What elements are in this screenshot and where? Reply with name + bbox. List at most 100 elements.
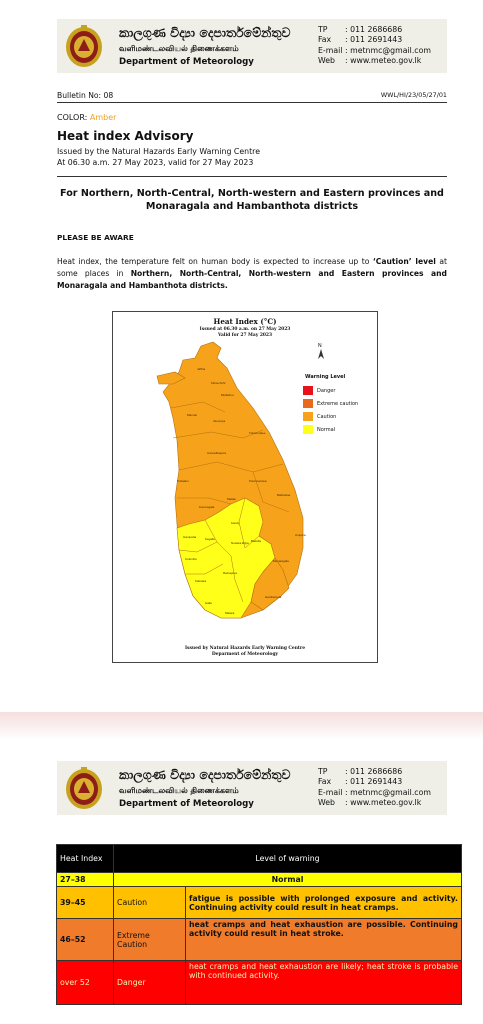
contact-key: E-mail bbox=[318, 787, 343, 797]
contact-key: Fax bbox=[318, 35, 332, 45]
bulletin-row: Bulletin No: 08 WWL/HI/23/05/27/01 bbox=[57, 91, 447, 103]
department-name-tamil: வளிமண்டலவியல் திணைக்களம் bbox=[119, 44, 239, 53]
sri-lanka-map: Jaffna Kilinochchi Mullaitivu Mannar Vav… bbox=[156, 341, 306, 619]
legend-title: Warning Level bbox=[305, 374, 346, 380]
legend-item: Normal bbox=[303, 423, 358, 436]
description-cell: heat cramps and heat exhaustion are like… bbox=[185, 960, 462, 1005]
legend-label: Normal bbox=[317, 426, 336, 433]
divider bbox=[57, 176, 447, 177]
contact-block: TP : 011 2686686 Fax : 011 2691443 E-mail:… bbox=[318, 25, 431, 67]
para-areas: Northern, North-Central, North-western a… bbox=[57, 269, 447, 290]
contact-key: TP bbox=[318, 25, 328, 34]
level-cell: Caution bbox=[113, 886, 186, 919]
district-label: Ratnapura bbox=[223, 571, 237, 575]
sri-lanka-emblem-icon bbox=[66, 25, 102, 67]
legend-swatch bbox=[303, 425, 313, 434]
department-name-sinhala: කාලගුණ විද්‍යා දෙපාර්තමේන්තුව bbox=[119, 25, 291, 40]
table-row: over 52 Danger heat cramps and heat exha… bbox=[56, 960, 462, 1005]
table-row: 46–52 Extreme Caution heat cramps and he… bbox=[56, 918, 462, 961]
contact-block: TP : 011 2686686 Fax : 011 2691443 E-mail:… bbox=[318, 767, 431, 809]
district-label: Puttalam bbox=[177, 479, 189, 483]
issue-time: At 06.30 a.m. 27 May 2023, valid for 27 … bbox=[57, 158, 254, 167]
contact-row: TP : 011 2686686 bbox=[318, 767, 431, 777]
department-name-sinhala: කාලගුණ විද්‍යා දෙපාර්තමේන්තුව bbox=[119, 767, 291, 782]
district-label: Ampara bbox=[295, 533, 306, 537]
color-line: COLOR: Amber bbox=[57, 113, 116, 122]
contact-row: Web: www.meteo.gov.lk bbox=[318, 798, 431, 808]
issued-by: Issued by the Natural Hazards Early Warn… bbox=[57, 147, 260, 156]
bulletin-code: WWL/HI/23/05/27/01 bbox=[380, 91, 447, 99]
district-label: Galle bbox=[205, 601, 212, 605]
provinces-line: For Northern, North-Central, North-weste… bbox=[60, 188, 444, 199]
advisory-title: Heat index Advisory bbox=[57, 129, 194, 143]
contact-value: : 011 2686686 bbox=[345, 767, 403, 776]
district-label: Badulla bbox=[251, 539, 261, 543]
contact-key: Web bbox=[318, 56, 335, 66]
contact-row: Fax : 011 2691443 bbox=[318, 35, 431, 45]
contact-key: E-mail bbox=[318, 45, 343, 55]
range-cell: 27–38 bbox=[56, 872, 114, 887]
contact-value: : metnmc@gmail.com bbox=[345, 45, 431, 55]
department-name-tamil: வளிமண்டலவியல் திணைக்களம் bbox=[119, 786, 239, 795]
legend-swatch bbox=[303, 399, 313, 408]
district-label: Kalutara bbox=[195, 579, 207, 583]
north-arrow-icon: N bbox=[318, 343, 324, 359]
district-label: Polonnaruwa bbox=[249, 479, 267, 483]
district-label: Kandy bbox=[231, 521, 240, 525]
normal-area bbox=[176, 497, 276, 619]
contact-row: E-mail: metnmc@gmail.com bbox=[318, 788, 431, 798]
color-value: Amber bbox=[89, 113, 117, 122]
para-caution: ‘Caution’ level bbox=[372, 257, 436, 266]
contact-value: : www.meteo.gov.lk bbox=[345, 56, 422, 66]
heat-index-map: Heat Index (°C) Issued at 06.30 a.m. on … bbox=[112, 311, 378, 663]
letterhead: කාලගුණ විද්‍යා දෙපාර්තමේන්තුව வளிமண்டலவி… bbox=[57, 19, 447, 73]
contact-value: : 011 2686686 bbox=[345, 25, 403, 34]
header-level: Level of warning bbox=[113, 844, 462, 873]
para-text: Heat index, the temperature felt on huma… bbox=[57, 257, 373, 266]
district-label: Hambantota bbox=[265, 595, 282, 599]
district-label: Vavuniya bbox=[213, 419, 225, 423]
map-title: Heat Index (°C) bbox=[213, 317, 277, 326]
contact-value: : 011 2691443 bbox=[345, 35, 403, 45]
contact-row: TP : 011 2686686 bbox=[318, 25, 431, 35]
legend-label: Caution bbox=[317, 413, 337, 420]
table-row: 39–45 Caution fatigue is possible with p… bbox=[56, 886, 462, 919]
legend-item: Extreme caution bbox=[303, 397, 358, 410]
sri-lanka-emblem-icon bbox=[66, 767, 102, 809]
legend-label: Danger bbox=[317, 387, 336, 394]
level-cell: Extreme Caution bbox=[113, 918, 186, 961]
map-footer-dept: Deparment of Meteorology bbox=[211, 652, 279, 657]
bulletin-number: Bulletin No: 08 bbox=[57, 91, 114, 100]
contact-value: : www.meteo.gov.lk bbox=[345, 798, 422, 808]
contact-key: TP bbox=[318, 767, 328, 776]
contact-key: Fax bbox=[318, 777, 332, 787]
legend-label: Extreme caution bbox=[317, 400, 359, 407]
district-label: Mannar bbox=[187, 413, 197, 417]
table-row: 27–38 Normal bbox=[56, 872, 462, 887]
contact-row: E-mail: metnmc@gmail.com bbox=[318, 46, 431, 56]
department-name-english: Department of Meteorology bbox=[119, 57, 254, 67]
map-valid: Valid for 27 May 2023 bbox=[217, 333, 273, 338]
contact-value: : 011 2691443 bbox=[345, 777, 403, 787]
district-label: Gampaha bbox=[183, 535, 197, 539]
district-label: Colombo bbox=[185, 557, 197, 561]
range-cell: 39–45 bbox=[56, 886, 114, 919]
table-header-row: Heat Index Level of warning bbox=[56, 844, 462, 873]
district-label: Kurunegala bbox=[199, 505, 215, 509]
district-label: Matale bbox=[227, 497, 236, 501]
provinces-heading: For Northern, North-Central, North-weste… bbox=[57, 187, 447, 213]
description-cell: heat cramps and heat exhaustion are poss… bbox=[185, 918, 462, 961]
range-cell: over 52 bbox=[56, 960, 114, 1005]
level-cell: Normal bbox=[113, 872, 462, 887]
contact-row: Fax : 011 2691443 bbox=[318, 777, 431, 787]
district-label: Jaffna bbox=[197, 367, 205, 371]
bulletin-page-2: කාලගුණ විද්‍යා දෙපාර්තමේන්තුව வளிமண்டலவி… bbox=[0, 740, 483, 1024]
warning-level-table: Heat Index Level of warning 27–38 Normal… bbox=[56, 844, 462, 1005]
legend-item: Caution bbox=[303, 410, 358, 423]
legend-item: Danger bbox=[303, 384, 358, 397]
map-legend: Warning Level Danger Extreme caution Cau… bbox=[303, 374, 358, 436]
district-label: Monaragala bbox=[273, 559, 289, 563]
level-cell: Danger bbox=[113, 960, 186, 1005]
please-be-aware: PLEASE BE AWARE bbox=[57, 233, 134, 242]
description-cell: fatigue is possible with prolonged expos… bbox=[185, 886, 462, 919]
